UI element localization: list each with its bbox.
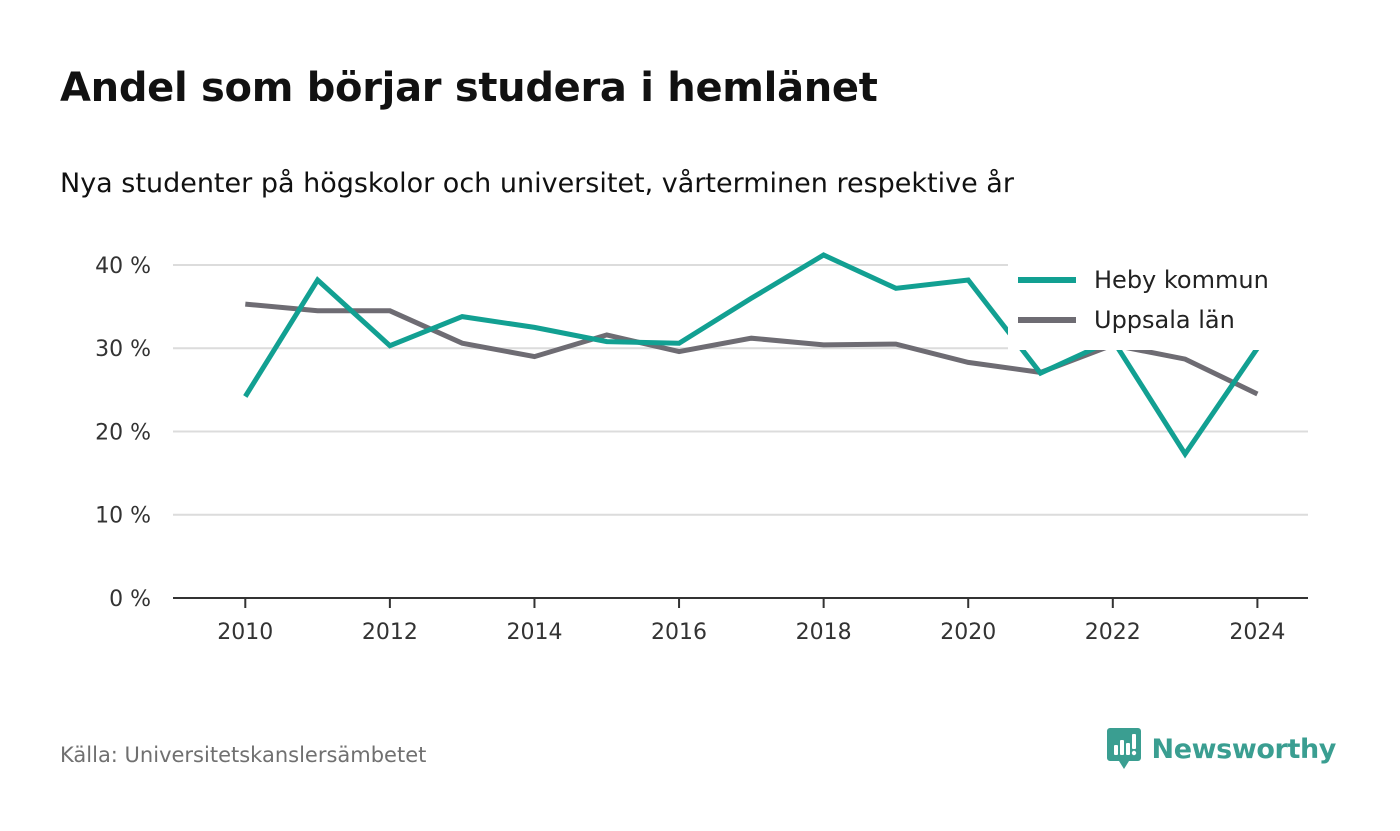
x-tick-label: 2024 <box>1229 620 1285 645</box>
y-tick-label: 30 % <box>95 337 151 362</box>
brand-logo[interactable]: Newsworthy <box>1106 726 1336 772</box>
x-tick-label: 2010 <box>217 620 273 645</box>
legend-label-0: Heby kommun <box>1094 266 1269 294</box>
newsworthy-chart-icon <box>1106 728 1141 769</box>
x-tick-label: 2014 <box>506 620 562 645</box>
x-tick-label: 2020 <box>940 620 996 645</box>
y-tick-label: 40 % <box>95 254 151 279</box>
chart-subtitle: Nya studenter på högskolor och universit… <box>60 168 1014 199</box>
line-chart: 0 % 10 % 20 % 30 % 40 % 2010 2012 2014 2016 2018 2… <box>95 252 1308 645</box>
x-tick-label: 2022 <box>1085 620 1141 645</box>
brand-name: Newsworthy <box>1151 733 1337 765</box>
x-tick-label: 2018 <box>796 620 852 645</box>
legend-label-1: Uppsala län <box>1094 306 1235 334</box>
y-tick-label: 20 % <box>95 420 151 445</box>
chart-title: Andel som börjar studera i hemlänet <box>60 65 878 111</box>
source-note: Källa: Universitetskanslersämbetet <box>60 743 427 767</box>
legend-box <box>1008 258 1308 350</box>
x-tick-label: 2016 <box>651 620 707 645</box>
y-tick-label: 0 % <box>109 587 151 612</box>
y-tick-label: 10 % <box>95 504 151 529</box>
series-line-1 <box>245 301 1259 397</box>
x-tick-label: 2012 <box>362 620 418 645</box>
series-line-0 <box>243 252 1260 459</box>
